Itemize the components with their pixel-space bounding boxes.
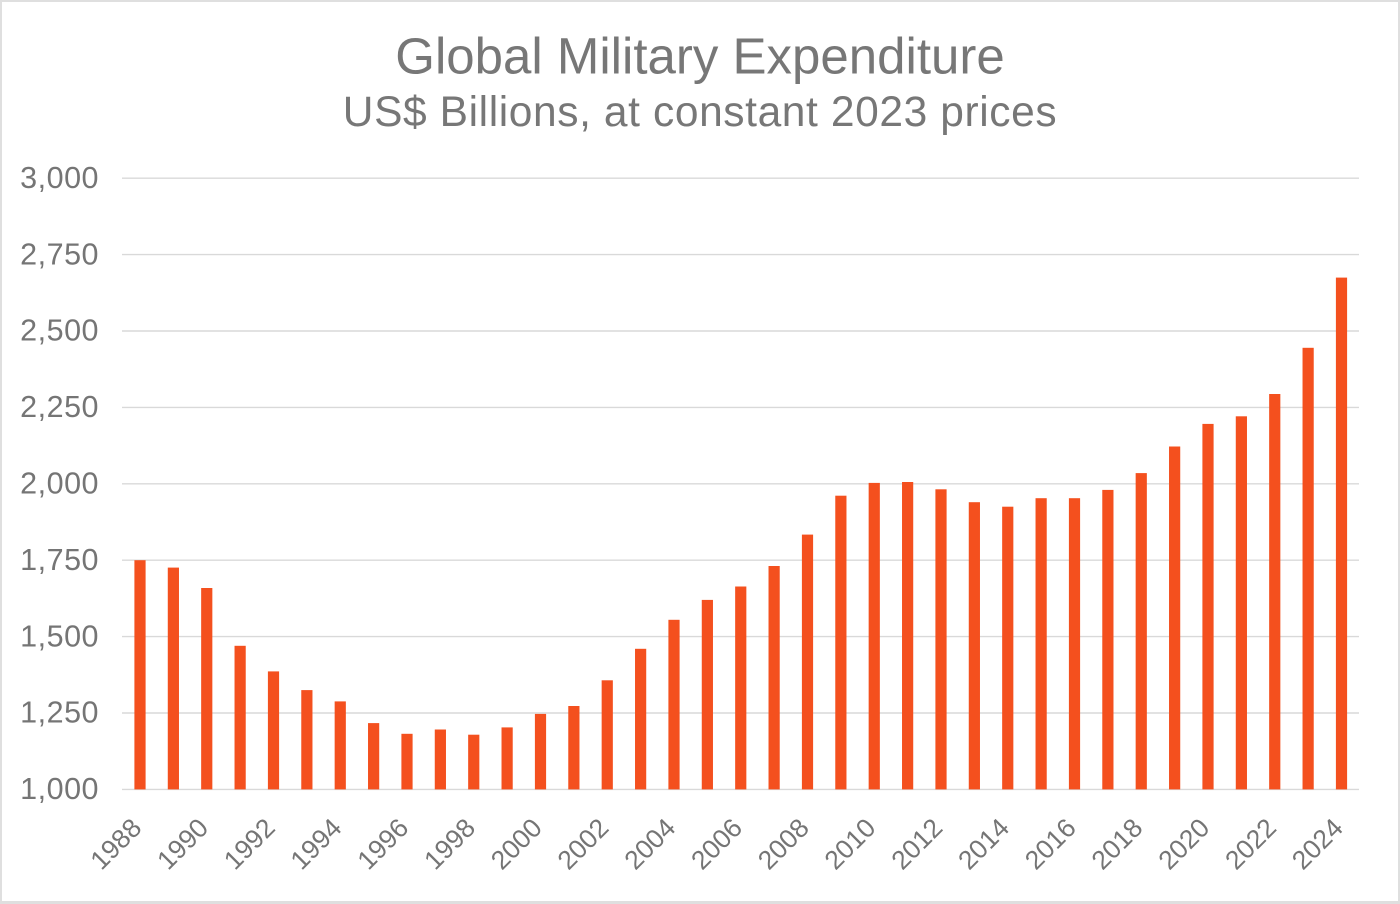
svg-text:2002: 2002: [552, 813, 615, 876]
svg-text:2016: 2016: [1019, 813, 1082, 876]
svg-text:1994: 1994: [285, 813, 348, 876]
svg-text:2012: 2012: [885, 813, 948, 876]
svg-text:1,750: 1,750: [20, 543, 99, 577]
svg-text:2014: 2014: [952, 813, 1015, 876]
svg-text:2006: 2006: [685, 813, 748, 876]
svg-text:2022: 2022: [1219, 813, 1282, 876]
svg-text:2024: 2024: [1286, 813, 1349, 876]
svg-text:2018: 2018: [1086, 813, 1149, 876]
svg-text:US$ Billions, at constant 2023: US$ Billions, at constant 2023 prices: [343, 89, 1057, 136]
svg-text:2010: 2010: [819, 813, 882, 876]
svg-text:1,000: 1,000: [20, 772, 99, 806]
svg-text:1,500: 1,500: [20, 619, 99, 653]
svg-text:2,250: 2,250: [20, 390, 99, 424]
svg-text:2,000: 2,000: [20, 467, 99, 501]
svg-text:1,250: 1,250: [20, 696, 99, 730]
svg-text:1990: 1990: [151, 813, 214, 876]
svg-text:1998: 1998: [418, 813, 481, 876]
svg-text:2,500: 2,500: [20, 314, 99, 348]
svg-text:2008: 2008: [752, 813, 815, 876]
svg-text:2000: 2000: [485, 813, 548, 876]
svg-text:2020: 2020: [1152, 813, 1215, 876]
svg-text:Global Military Expenditure: Global Military Expenditure: [395, 27, 1004, 84]
svg-text:2,750: 2,750: [20, 237, 99, 271]
svg-text:1992: 1992: [218, 813, 281, 876]
svg-text:1996: 1996: [351, 813, 414, 876]
svg-text:3,000: 3,000: [20, 161, 99, 195]
svg-text:1988: 1988: [84, 813, 147, 876]
svg-text:2004: 2004: [618, 813, 681, 876]
